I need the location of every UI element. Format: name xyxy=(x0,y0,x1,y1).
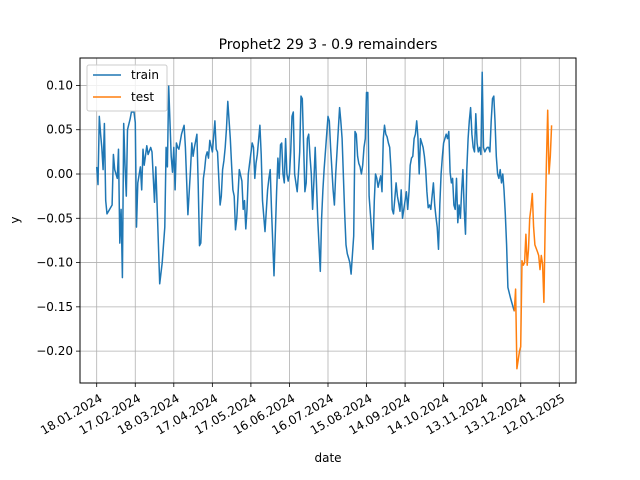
y-tick-label: −0.15 xyxy=(36,300,73,314)
y-tick-label: 0.10 xyxy=(46,78,73,92)
y-tick-label: −0.20 xyxy=(36,344,73,358)
y-tick-label: 0.05 xyxy=(46,123,73,137)
legend-label-train: train xyxy=(131,68,159,82)
legend-frame xyxy=(86,64,168,112)
x-axis-title: date xyxy=(314,451,341,465)
plot-series xyxy=(95,71,553,370)
y-axis-title: y xyxy=(8,216,22,223)
chart-title: Prophet2 29 3 - 0.9 remainders xyxy=(219,37,438,53)
series-line-train xyxy=(95,71,516,312)
y-axis-ticks: 0.10 0.05 0.00 −0.05 −0.10 −0.15 −0.20 xyxy=(36,78,80,358)
series-line-test xyxy=(513,109,553,370)
y-tick-label: −0.10 xyxy=(36,256,73,270)
y-tick-label: −0.05 xyxy=(36,211,73,225)
legend-label-test: test xyxy=(131,90,154,104)
legend: train test xyxy=(86,64,168,112)
y-tick-label: 0.00 xyxy=(46,167,73,181)
